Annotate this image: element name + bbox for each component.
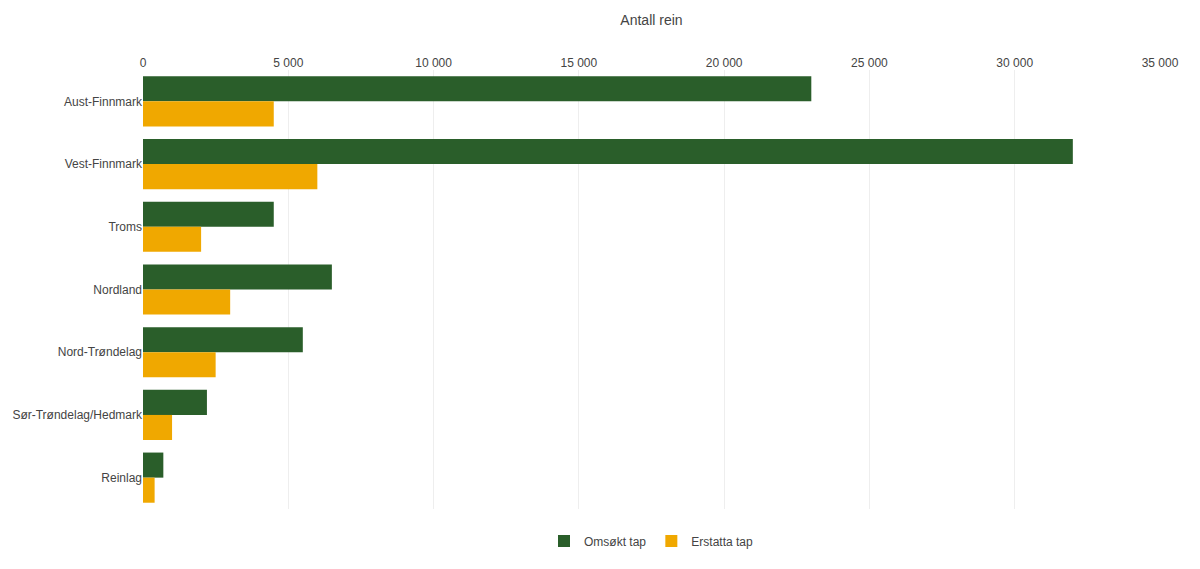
svg-text:30 000: 30 000	[996, 56, 1033, 70]
svg-text:Erstatta tap: Erstatta tap	[691, 535, 753, 549]
svg-text:25 000: 25 000	[851, 56, 888, 70]
svg-text:Nord-Trøndelag: Nord-Trøndelag	[58, 345, 142, 359]
svg-text:0: 0	[140, 56, 147, 70]
svg-text:Reinlag: Reinlag	[101, 471, 142, 485]
svg-text:10 000: 10 000	[415, 56, 452, 70]
svg-text:20 000: 20 000	[706, 56, 743, 70]
svg-text:Sør-Trøndelag/Hedmark: Sør-Trøndelag/Hedmark	[12, 408, 143, 422]
svg-text:Aust-Finnmark: Aust-Finnmark	[64, 95, 143, 109]
svg-text:5 000: 5 000	[273, 56, 303, 70]
svg-text:Antall rein: Antall rein	[620, 12, 682, 28]
svg-text:15 000: 15 000	[561, 56, 598, 70]
svg-text:Troms: Troms	[108, 220, 142, 234]
svg-text:35 000: 35 000	[1142, 56, 1179, 70]
svg-text:Nordland: Nordland	[93, 283, 142, 297]
svg-text:Omsøkt tap: Omsøkt tap	[584, 535, 646, 549]
svg-text:Vest-Finnmark: Vest-Finnmark	[65, 157, 143, 171]
